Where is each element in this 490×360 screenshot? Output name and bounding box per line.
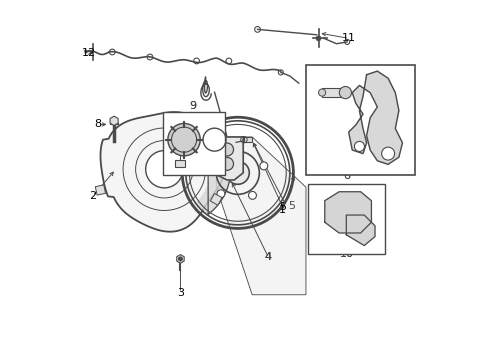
Polygon shape xyxy=(349,71,402,165)
Circle shape xyxy=(220,157,234,170)
Bar xyxy=(175,160,186,167)
Polygon shape xyxy=(202,137,243,180)
Bar xyxy=(96,185,105,195)
Text: 6: 6 xyxy=(343,171,351,181)
Text: 11: 11 xyxy=(342,33,356,43)
Circle shape xyxy=(226,161,249,184)
Circle shape xyxy=(248,192,256,199)
Text: 6: 6 xyxy=(343,171,351,181)
Circle shape xyxy=(235,142,243,150)
Text: 1: 1 xyxy=(279,206,286,216)
Text: 9: 9 xyxy=(190,102,196,112)
Polygon shape xyxy=(168,123,200,156)
Circle shape xyxy=(217,190,225,198)
Text: 10: 10 xyxy=(340,248,354,258)
Text: 4: 4 xyxy=(265,252,272,262)
Text: 5: 5 xyxy=(279,202,286,212)
Bar xyxy=(212,146,223,157)
Polygon shape xyxy=(100,112,225,232)
Polygon shape xyxy=(325,192,371,233)
Text: 7: 7 xyxy=(327,103,335,113)
Circle shape xyxy=(354,141,365,152)
Text: 5: 5 xyxy=(288,201,295,211)
Text: 4: 4 xyxy=(265,252,272,262)
Text: 8: 8 xyxy=(95,120,101,129)
Circle shape xyxy=(146,150,183,188)
Bar xyxy=(306,65,416,175)
Polygon shape xyxy=(216,137,306,295)
Text: 9: 9 xyxy=(190,102,196,112)
Circle shape xyxy=(316,36,321,41)
Text: 12: 12 xyxy=(82,48,96,58)
Text: 7: 7 xyxy=(328,100,334,110)
Circle shape xyxy=(178,256,183,261)
Bar xyxy=(322,88,345,97)
Text: 2: 2 xyxy=(89,191,96,201)
Circle shape xyxy=(209,159,217,167)
Circle shape xyxy=(260,162,268,170)
Circle shape xyxy=(220,143,234,156)
Bar xyxy=(210,194,222,205)
Circle shape xyxy=(318,89,326,96)
Bar xyxy=(244,137,252,142)
Polygon shape xyxy=(346,215,375,246)
Bar xyxy=(308,184,385,253)
Circle shape xyxy=(339,86,351,99)
Text: 10: 10 xyxy=(340,248,354,258)
Bar xyxy=(163,112,225,175)
Circle shape xyxy=(382,147,394,160)
Text: 3: 3 xyxy=(177,288,184,298)
Polygon shape xyxy=(197,124,231,214)
